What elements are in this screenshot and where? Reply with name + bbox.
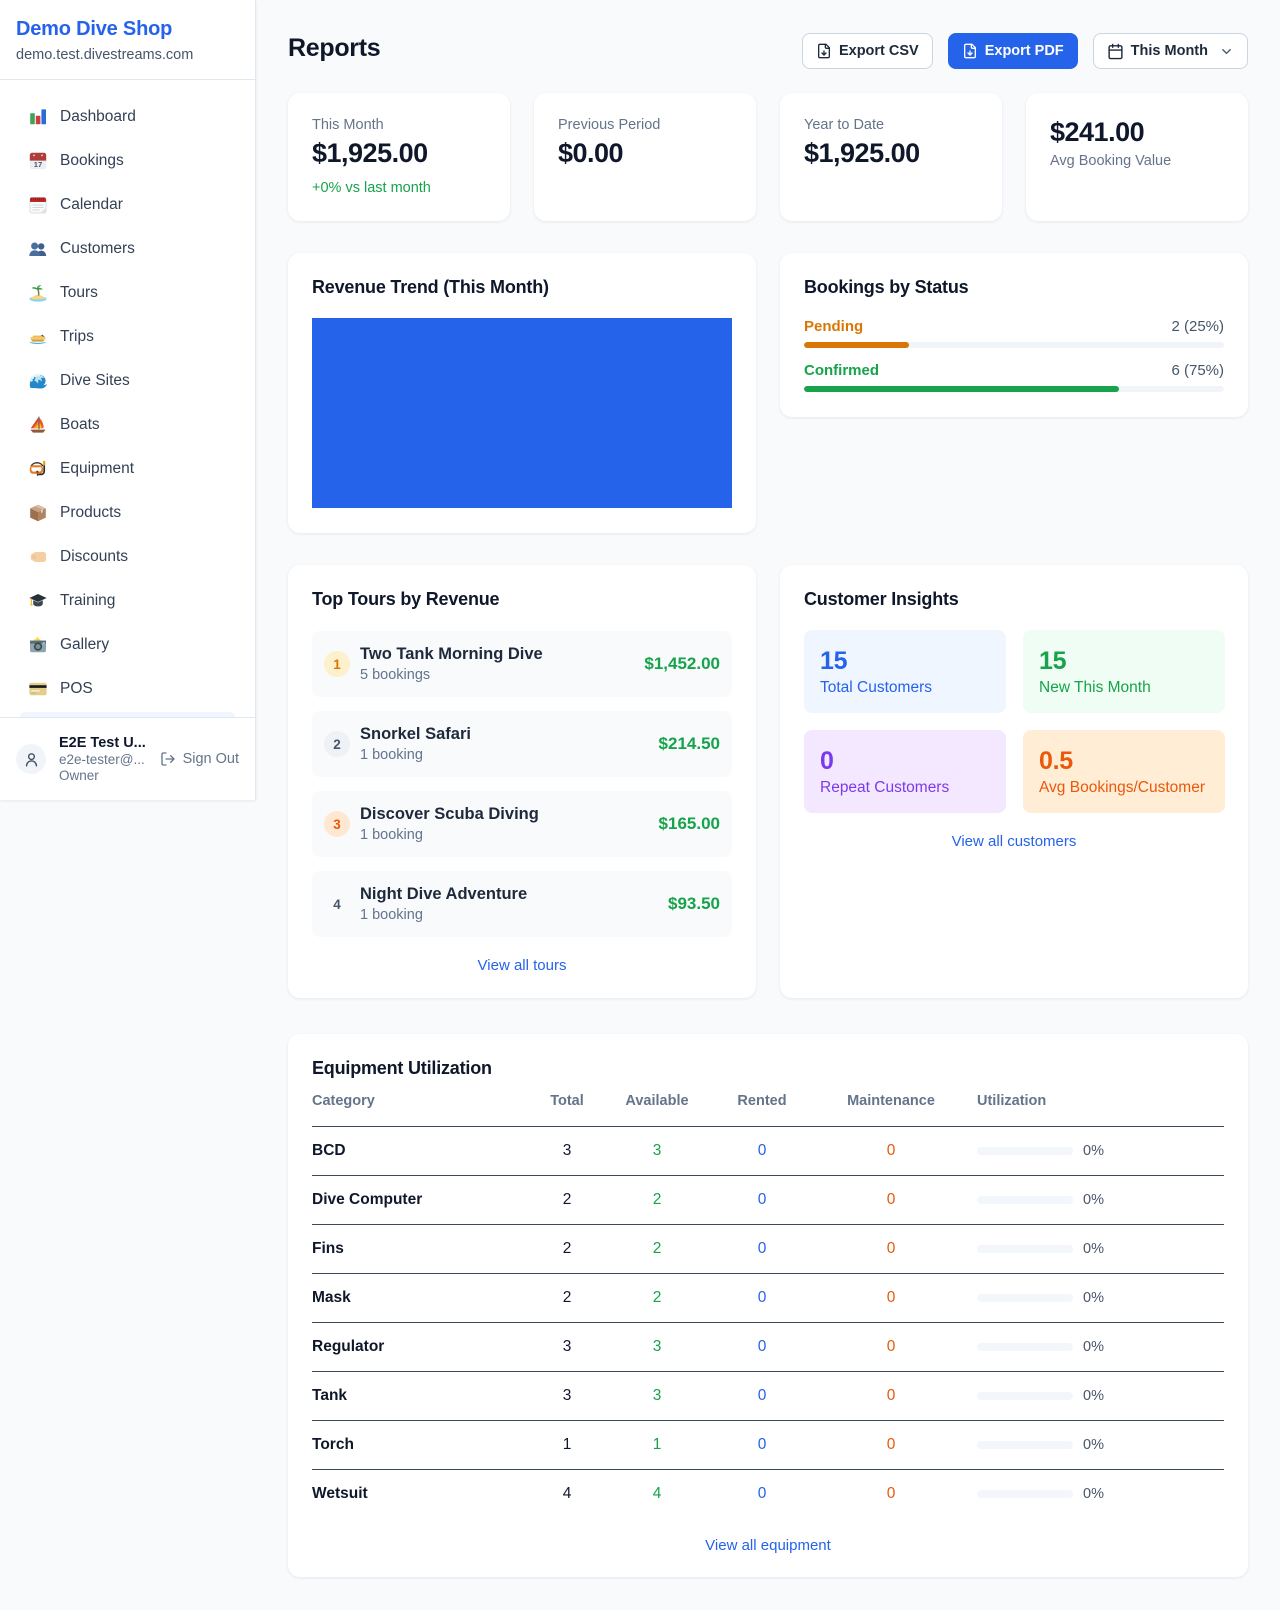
svg-text:17: 17: [34, 160, 42, 169]
